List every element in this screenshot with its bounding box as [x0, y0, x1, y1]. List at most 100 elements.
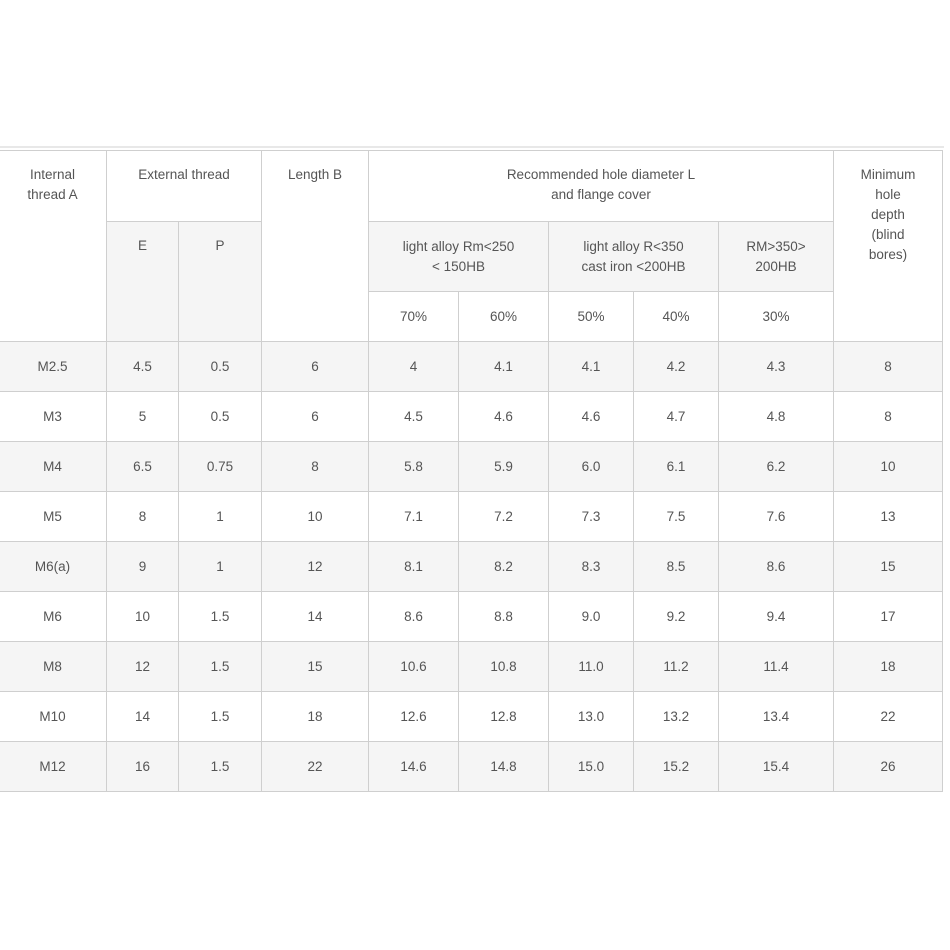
cell-minimum-depth: 8 — [833, 341, 943, 392]
cell-minimum-depth: 22 — [833, 691, 943, 742]
cell-40-percent: 8.5 — [633, 541, 719, 592]
cell-70-percent: 4.5 — [368, 391, 459, 442]
cell-e: 16 — [106, 741, 179, 792]
cell-60-percent: 12.8 — [458, 691, 549, 742]
cell-50-percent: 6.0 — [548, 441, 634, 492]
header-40-percent: 40% — [633, 291, 719, 342]
header-light-alloy-250: light alloy Rm<250 < 150HB — [368, 221, 549, 292]
cell-40-percent: 6.1 — [633, 441, 719, 492]
cell-e: 5 — [106, 391, 179, 442]
cell-40-percent: 7.5 — [633, 491, 719, 542]
cell-30-percent: 8.6 — [718, 541, 834, 592]
cell-internal-thread: M10 — [0, 691, 107, 742]
header-light-alloy-350: light alloy R<350 cast iron <200HB — [548, 221, 719, 292]
header-rm350: RM>350> 200HB — [718, 221, 834, 292]
cell-60-percent: 10.8 — [458, 641, 549, 692]
cell-70-percent: 4 — [368, 341, 459, 392]
thread-dimensions-table: Internal thread A External thread Length… — [0, 150, 943, 792]
table-row: M8 12 1.5 15 10.6 10.8 11.0 11.2 11.4 18 — [0, 641, 943, 692]
header-e: E — [106, 221, 179, 342]
cell-minimum-depth: 15 — [833, 541, 943, 592]
cell-length-b: 6 — [261, 341, 369, 392]
cell-p: 1.5 — [178, 591, 262, 642]
table-row: M5 8 1 10 7.1 7.2 7.3 7.5 7.6 13 — [0, 491, 943, 542]
header-minimum-hole-depth: Minimum hole depth (blind bores) — [833, 150, 943, 342]
table-header: Internal thread A External thread Length… — [0, 150, 943, 342]
cell-70-percent: 8.1 — [368, 541, 459, 592]
cell-50-percent: 4.1 — [548, 341, 634, 392]
table-row: M6(a) 9 1 12 8.1 8.2 8.3 8.5 8.6 15 — [0, 541, 943, 592]
cell-p: 0.75 — [178, 441, 262, 492]
cell-internal-thread: M8 — [0, 641, 107, 692]
cell-e: 12 — [106, 641, 179, 692]
cell-p: 0.5 — [178, 341, 262, 392]
table-row: M6 10 1.5 14 8.6 8.8 9.0 9.2 9.4 17 — [0, 591, 943, 642]
cell-minimum-depth: 26 — [833, 741, 943, 792]
cell-e: 4.5 — [106, 341, 179, 392]
cell-60-percent: 4.1 — [458, 341, 549, 392]
cell-length-b: 12 — [261, 541, 369, 592]
cell-40-percent: 9.2 — [633, 591, 719, 642]
cell-length-b: 22 — [261, 741, 369, 792]
thread-table-container: Internal thread A External thread Length… — [0, 150, 943, 792]
cell-p: 1.5 — [178, 691, 262, 742]
table-row: M2.5 4.5 0.5 6 4 4.1 4.1 4.2 4.3 8 — [0, 341, 943, 392]
cell-minimum-depth: 10 — [833, 441, 943, 492]
cell-50-percent: 13.0 — [548, 691, 634, 742]
cell-50-percent: 9.0 — [548, 591, 634, 642]
cell-minimum-depth: 17 — [833, 591, 943, 642]
header-p: P — [178, 221, 262, 342]
cell-30-percent: 7.6 — [718, 491, 834, 542]
cell-internal-thread: M5 — [0, 491, 107, 542]
header-length-b: Length B — [261, 150, 369, 342]
cell-e: 9 — [106, 541, 179, 592]
cell-minimum-depth: 13 — [833, 491, 943, 542]
cell-70-percent: 7.1 — [368, 491, 459, 542]
cell-40-percent: 13.2 — [633, 691, 719, 742]
cell-60-percent: 4.6 — [458, 391, 549, 442]
cell-p: 0.5 — [178, 391, 262, 442]
cell-length-b: 10 — [261, 491, 369, 542]
cell-60-percent: 8.2 — [458, 541, 549, 592]
cell-p: 1.5 — [178, 641, 262, 692]
header-30-percent: 30% — [718, 291, 834, 342]
cell-40-percent: 4.2 — [633, 341, 719, 392]
cell-50-percent: 7.3 — [548, 491, 634, 542]
cell-70-percent: 10.6 — [368, 641, 459, 692]
cell-internal-thread: M6 — [0, 591, 107, 642]
cell-30-percent: 6.2 — [718, 441, 834, 492]
cell-60-percent: 8.8 — [458, 591, 549, 642]
table-row: M3 5 0.5 6 4.5 4.6 4.6 4.7 4.8 8 — [0, 391, 943, 442]
cell-length-b: 15 — [261, 641, 369, 692]
table-body: M2.5 4.5 0.5 6 4 4.1 4.1 4.2 4.3 8 M3 5 0.5 6 4.5 4.6 4.… — [0, 341, 943, 792]
cell-p: 1 — [178, 541, 262, 592]
cell-30-percent: 4.3 — [718, 341, 834, 392]
cell-60-percent: 5.9 — [458, 441, 549, 492]
cell-60-percent: 14.8 — [458, 741, 549, 792]
cell-length-b: 14 — [261, 591, 369, 642]
header-internal-thread: Internal thread A — [0, 150, 107, 342]
cell-30-percent: 11.4 — [718, 641, 834, 692]
cell-40-percent: 15.2 — [633, 741, 719, 792]
cell-p: 1 — [178, 491, 262, 542]
header-external-thread: External thread — [106, 150, 262, 222]
cell-30-percent: 13.4 — [718, 691, 834, 742]
cell-50-percent: 8.3 — [548, 541, 634, 592]
cell-minimum-depth: 8 — [833, 391, 943, 442]
cell-minimum-depth: 18 — [833, 641, 943, 692]
cell-30-percent: 15.4 — [718, 741, 834, 792]
cell-internal-thread: M2.5 — [0, 341, 107, 392]
cell-70-percent: 12.6 — [368, 691, 459, 742]
header-recommended-hole-diameter: Recommended hole diameter L and flange c… — [368, 150, 834, 222]
cell-50-percent: 15.0 — [548, 741, 634, 792]
cell-internal-thread: M12 — [0, 741, 107, 792]
cell-60-percent: 7.2 — [458, 491, 549, 542]
cell-e: 14 — [106, 691, 179, 742]
cell-length-b: 6 — [261, 391, 369, 442]
cell-70-percent: 14.6 — [368, 741, 459, 792]
cell-length-b: 18 — [261, 691, 369, 742]
table-row: M4 6.5 0.75 8 5.8 5.9 6.0 6.1 6.2 10 — [0, 441, 943, 492]
cell-50-percent: 11.0 — [548, 641, 634, 692]
cell-30-percent: 4.8 — [718, 391, 834, 442]
cell-30-percent: 9.4 — [718, 591, 834, 642]
